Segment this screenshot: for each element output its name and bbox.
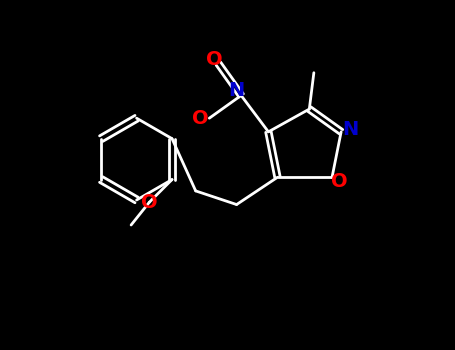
- Text: N: N: [228, 82, 245, 100]
- Text: O: O: [330, 172, 347, 191]
- Text: O: O: [206, 50, 222, 69]
- Text: O: O: [141, 193, 157, 212]
- Text: O: O: [192, 109, 208, 128]
- Text: N: N: [342, 120, 359, 139]
